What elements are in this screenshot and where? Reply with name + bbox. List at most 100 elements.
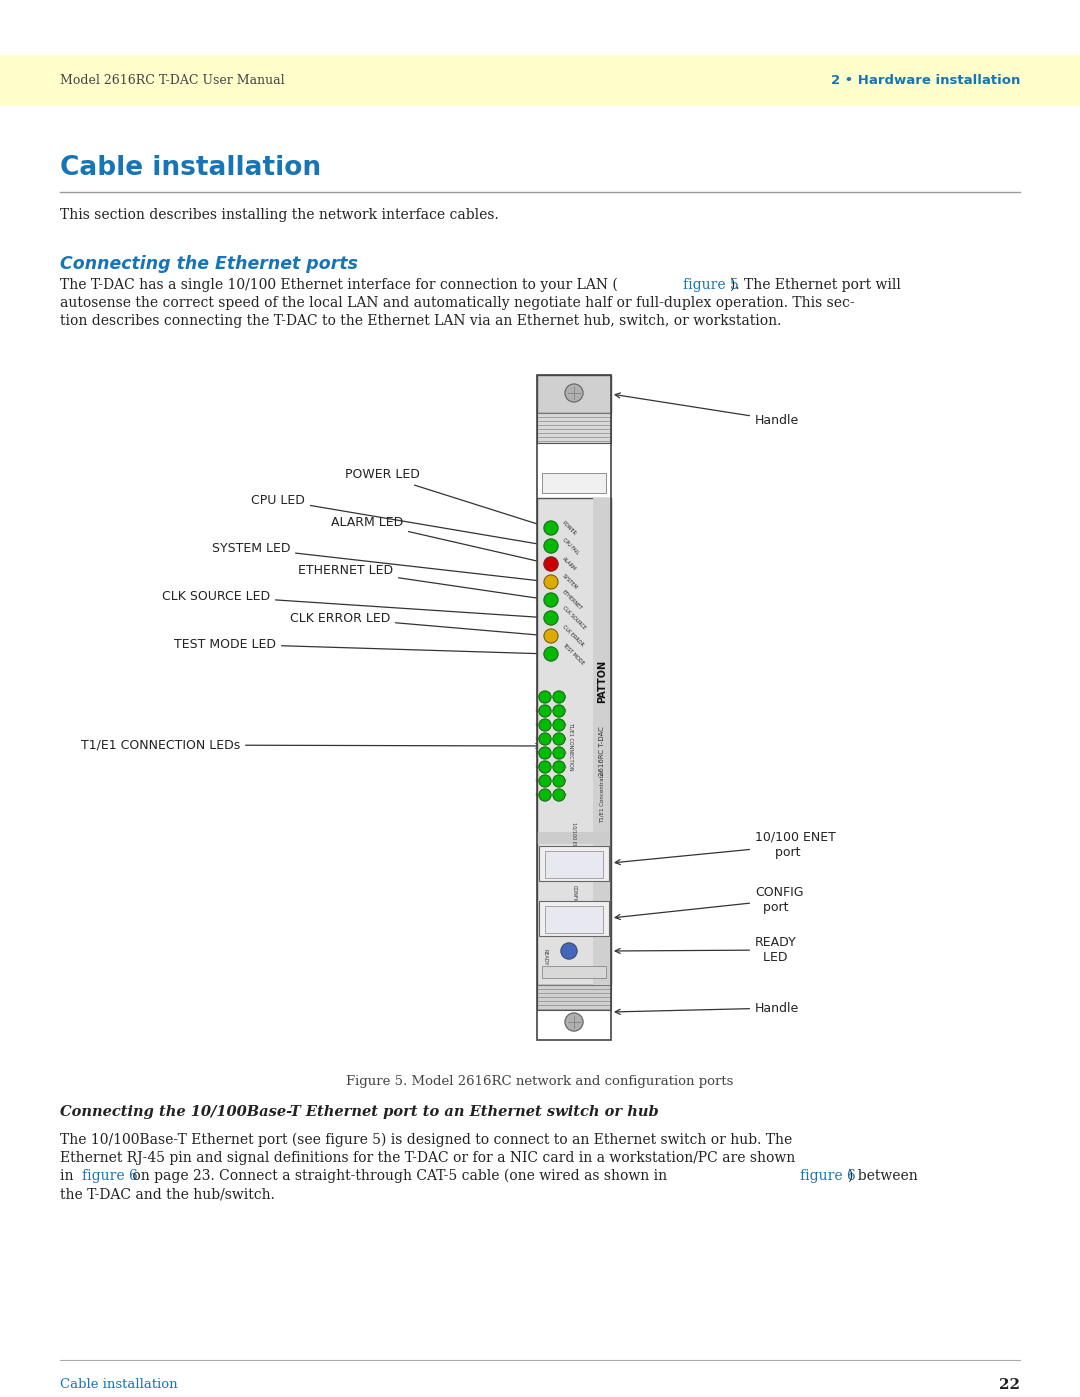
Text: CONFIG
  port: CONFIG port [616,886,804,919]
Text: Cable installation: Cable installation [60,155,321,182]
Text: Handle: Handle [616,1002,799,1014]
Text: Connecting the Ethernet ports: Connecting the Ethernet ports [60,256,357,272]
Circle shape [553,775,565,787]
Text: figure 6: figure 6 [800,1169,855,1183]
Text: 2 • Hardware installation: 2 • Hardware installation [831,74,1020,87]
Text: Handle: Handle [616,393,799,426]
Text: ALARM: ALARM [561,556,577,571]
Circle shape [539,789,551,800]
Circle shape [553,719,565,731]
Text: TEST MODE: TEST MODE [561,643,584,666]
Text: CLK ERROR LED: CLK ERROR LED [289,612,545,637]
Text: POWER LED: POWER LED [346,468,546,528]
Circle shape [544,629,558,643]
Text: CLK SOURCE: CLK SOURCE [561,605,586,630]
Circle shape [553,747,565,759]
Text: figure 5: figure 5 [683,278,739,292]
Circle shape [544,521,558,535]
Text: CONFIG: CONFIG [571,884,577,904]
Bar [537,374,611,1039]
Circle shape [561,943,577,958]
Text: 3: 3 [564,724,567,726]
Circle shape [539,733,551,745]
Circle shape [553,705,565,717]
Bar [537,414,611,443]
Text: Model 2616RC T-DAC User Manual: Model 2616RC T-DAC User Manual [60,74,285,87]
Text: T1/E1 CONNECTION LEDs: T1/E1 CONNECTION LEDs [81,739,541,752]
Bar [539,847,609,882]
Text: POWER: POWER [561,520,578,536]
Text: CPU FAIL: CPU FAIL [561,536,580,555]
Text: on page 23. Connect a straight-through CAT-5 cable (one wired as shown in: on page 23. Connect a straight-through C… [129,1169,672,1183]
Text: TEST MODE LED: TEST MODE LED [174,637,545,657]
Text: ETHERNET LED: ETHERNET LED [298,563,545,601]
Text: 22: 22 [999,1377,1020,1391]
Circle shape [565,384,583,402]
Circle shape [539,719,551,731]
Circle shape [565,1013,583,1031]
Circle shape [553,789,565,800]
Text: T1/E1 Concentrator: T1/E1 Concentrator [599,770,605,823]
Text: CLK ERROR: CLK ERROR [561,624,584,648]
Bar [593,497,611,985]
Text: ) between: ) between [848,1169,918,1183]
Text: 1: 1 [564,694,567,698]
Bar [539,901,609,936]
Text: The T-DAC has a single 10/100 Ethernet interface for connection to your LAN (: The T-DAC has a single 10/100 Ethernet i… [60,278,618,292]
Text: 10/100 ENET: 10/100 ENET [571,821,577,854]
Text: 13: 13 [535,752,540,754]
Text: 10/100 ENET
     port: 10/100 ENET port [616,831,836,865]
Text: Figure 5. Model 2616RC network and configuration ports: Figure 5. Model 2616RC network and confi… [347,1076,733,1088]
Text: 16: 16 [535,793,540,798]
Text: 14: 14 [535,766,540,768]
Circle shape [539,761,551,773]
Circle shape [544,539,558,553]
Text: PATTON: PATTON [597,659,607,703]
Circle shape [553,692,565,703]
Bar [537,374,611,414]
Text: ALARM LED: ALARM LED [330,515,545,564]
Text: 8: 8 [564,793,567,798]
Circle shape [553,761,565,773]
Text: This section describes installing the network interface cables.: This section describes installing the ne… [60,208,499,222]
Text: autosense the correct speed of the local LAN and automatically negotiate half or: autosense the correct speed of the local… [60,296,854,310]
Circle shape [539,692,551,703]
Text: READY: READY [542,949,546,965]
Text: ETHERNET: ETHERNET [561,590,583,610]
Text: 9: 9 [538,694,540,698]
Text: READY
  LED: READY LED [616,936,797,964]
Circle shape [539,747,551,759]
Text: The 10/100Base-T Ethernet port (see figure 5) is designed to connect to an Ether: The 10/100Base-T Ethernet port (see figu… [60,1133,793,1147]
Circle shape [544,592,558,608]
Circle shape [544,576,558,590]
Text: Ethernet RJ-45 pin and signal definitions for the T-DAC or for a NIC card in a w: Ethernet RJ-45 pin and signal definition… [60,1151,795,1165]
Text: 5: 5 [564,752,567,754]
Bar [537,497,611,985]
Bar [0,54,1080,105]
Text: 2616RC T-DAC: 2616RC T-DAC [599,726,605,777]
Text: in: in [60,1169,78,1183]
Bar [545,851,603,877]
Text: 10: 10 [535,710,540,712]
Text: 7: 7 [564,780,567,782]
Circle shape [544,647,558,661]
Text: SYSTEM: SYSTEM [561,573,579,591]
Circle shape [544,610,558,624]
Text: tion describes connecting the T-DAC to the Ethernet LAN via an Ethernet hub, swi: tion describes connecting the T-DAC to t… [60,314,781,328]
Text: 12: 12 [535,738,540,740]
Text: 6: 6 [564,766,567,768]
Bar [537,833,611,844]
Bar [545,907,603,933]
Text: figure 6: figure 6 [82,1169,138,1183]
Text: 11: 11 [535,724,540,726]
Text: 2: 2 [564,710,567,712]
Circle shape [539,705,551,717]
Text: ). The Ethernet port will: ). The Ethernet port will [730,278,901,292]
Circle shape [553,733,565,745]
Text: the T-DAC and the hub/switch.: the T-DAC and the hub/switch. [60,1187,275,1201]
Text: 4: 4 [564,738,567,740]
Text: Connecting the 10/100Base-T Ethernet port to an Ethernet switch or hub: Connecting the 10/100Base-T Ethernet por… [60,1105,659,1119]
Text: CLK SOURCE LED: CLK SOURCE LED [162,590,545,620]
Text: Cable installation: Cable installation [60,1377,177,1391]
Bar [537,985,611,1010]
